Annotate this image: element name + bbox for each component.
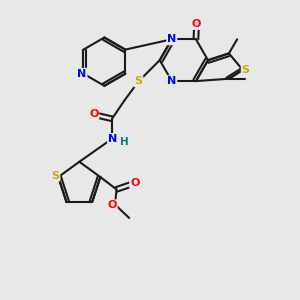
Text: O: O <box>107 200 117 210</box>
Text: N: N <box>167 34 176 44</box>
Text: S: S <box>134 76 142 86</box>
Text: O: O <box>192 19 201 29</box>
Text: S: S <box>51 171 59 181</box>
Text: N: N <box>167 76 176 86</box>
Text: O: O <box>130 178 140 188</box>
Text: H: H <box>120 137 129 147</box>
Text: O: O <box>89 109 98 119</box>
Text: N: N <box>108 134 117 144</box>
Text: S: S <box>242 65 250 75</box>
Text: N: N <box>77 69 87 79</box>
